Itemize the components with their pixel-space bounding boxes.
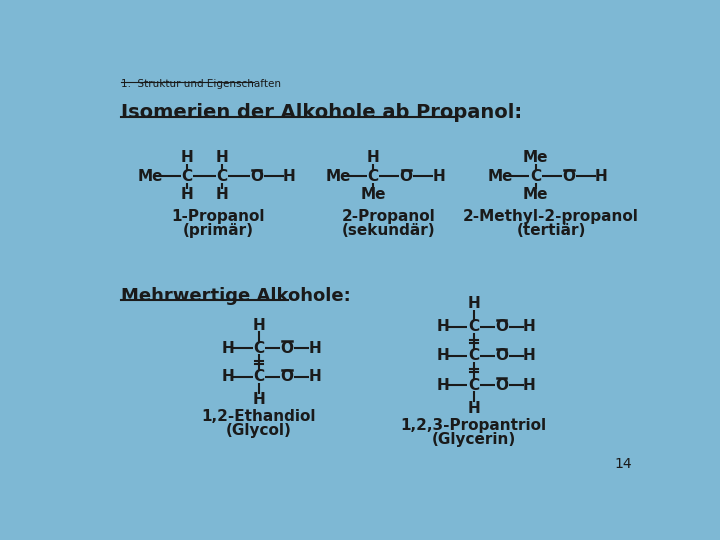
Text: H: H: [467, 296, 480, 311]
Text: H: H: [467, 401, 480, 416]
Text: 2-Methyl-2-propanol: 2-Methyl-2-propanol: [463, 209, 639, 224]
Text: Me: Me: [325, 169, 351, 184]
Text: Me: Me: [138, 169, 163, 184]
Text: H: H: [283, 169, 295, 184]
Text: H: H: [253, 318, 266, 333]
Text: H: H: [308, 369, 321, 384]
Text: H: H: [253, 392, 266, 407]
Text: (sekundär): (sekundär): [341, 223, 435, 238]
Text: C: C: [367, 169, 379, 184]
Text: 14: 14: [615, 457, 632, 471]
Text: C: C: [216, 169, 228, 184]
Text: H: H: [523, 319, 536, 334]
Text: H: H: [595, 169, 608, 184]
Text: 1,2-Ethandiol: 1,2-Ethandiol: [202, 409, 316, 424]
Text: (Glycol): (Glycol): [226, 423, 292, 438]
Text: Me: Me: [523, 187, 549, 202]
Text: C: C: [253, 369, 264, 384]
Text: H: H: [523, 348, 536, 363]
Text: C: C: [468, 377, 480, 393]
Text: H: H: [308, 341, 321, 356]
Text: C: C: [468, 319, 480, 334]
Text: O: O: [495, 348, 508, 363]
Text: Me: Me: [523, 151, 549, 165]
Text: H: H: [436, 377, 449, 393]
Text: Me: Me: [360, 187, 386, 202]
Text: C: C: [530, 169, 541, 184]
Text: H: H: [222, 369, 234, 384]
Text: (Glycerin): (Glycerin): [431, 431, 516, 447]
Text: H: H: [215, 187, 228, 202]
Text: H: H: [436, 319, 449, 334]
Text: O: O: [280, 341, 293, 356]
Text: 1,2,3-Propantriol: 1,2,3-Propantriol: [400, 417, 546, 433]
Text: 1-Propanol: 1-Propanol: [171, 209, 265, 224]
Text: Isomerien der Alkohole ab Propanol:: Isomerien der Alkohole ab Propanol:: [121, 103, 522, 122]
Text: Me: Me: [488, 169, 513, 184]
Text: C: C: [253, 341, 264, 356]
Text: (tertiär): (tertiär): [516, 223, 586, 238]
Text: H: H: [436, 348, 449, 363]
Text: C: C: [468, 348, 480, 363]
Text: O: O: [495, 377, 508, 393]
Text: C: C: [181, 169, 192, 184]
Text: O: O: [280, 369, 293, 384]
Text: Mehrwertige Alkohole:: Mehrwertige Alkohole:: [121, 287, 351, 305]
Text: H: H: [181, 151, 193, 165]
Text: O: O: [495, 319, 508, 334]
Text: H: H: [366, 151, 379, 165]
Text: H: H: [433, 169, 445, 184]
Text: H: H: [215, 151, 228, 165]
Text: H: H: [523, 377, 536, 393]
Text: O: O: [250, 169, 263, 184]
Text: O: O: [400, 169, 413, 184]
Text: 2-Propanol: 2-Propanol: [341, 209, 436, 224]
Text: H: H: [222, 341, 234, 356]
Text: 1.  Struktur und Eigenschaften: 1. Struktur und Eigenschaften: [121, 79, 281, 89]
Text: H: H: [181, 187, 193, 202]
Text: O: O: [562, 169, 575, 184]
Text: (primär): (primär): [182, 223, 253, 238]
